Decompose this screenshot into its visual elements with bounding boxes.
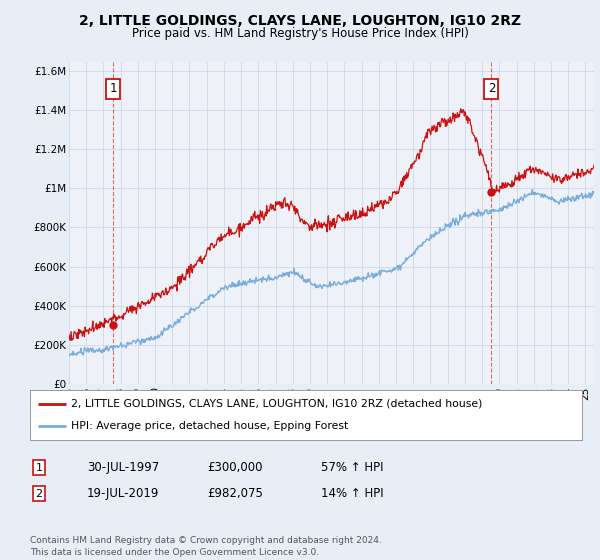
Text: Contains HM Land Registry data © Crown copyright and database right 2024.
This d: Contains HM Land Registry data © Crown c… [30,536,382,557]
Text: 2: 2 [488,82,495,95]
Text: £982,075: £982,075 [207,487,263,501]
Text: 1: 1 [35,463,43,473]
Text: Price paid vs. HM Land Registry's House Price Index (HPI): Price paid vs. HM Land Registry's House … [131,27,469,40]
Text: 14% ↑ HPI: 14% ↑ HPI [321,487,383,501]
Text: 1: 1 [110,82,117,95]
Text: 30-JUL-1997: 30-JUL-1997 [87,461,159,474]
Text: 2, LITTLE GOLDINGS, CLAYS LANE, LOUGHTON, IG10 2RZ: 2, LITTLE GOLDINGS, CLAYS LANE, LOUGHTON… [79,14,521,28]
Text: 2: 2 [35,489,43,499]
Text: 19-JUL-2019: 19-JUL-2019 [87,487,160,501]
Text: 2, LITTLE GOLDINGS, CLAYS LANE, LOUGHTON, IG10 2RZ (detached house): 2, LITTLE GOLDINGS, CLAYS LANE, LOUGHTON… [71,399,483,409]
Text: HPI: Average price, detached house, Epping Forest: HPI: Average price, detached house, Eppi… [71,421,349,431]
Text: £300,000: £300,000 [207,461,263,474]
Text: 57% ↑ HPI: 57% ↑ HPI [321,461,383,474]
